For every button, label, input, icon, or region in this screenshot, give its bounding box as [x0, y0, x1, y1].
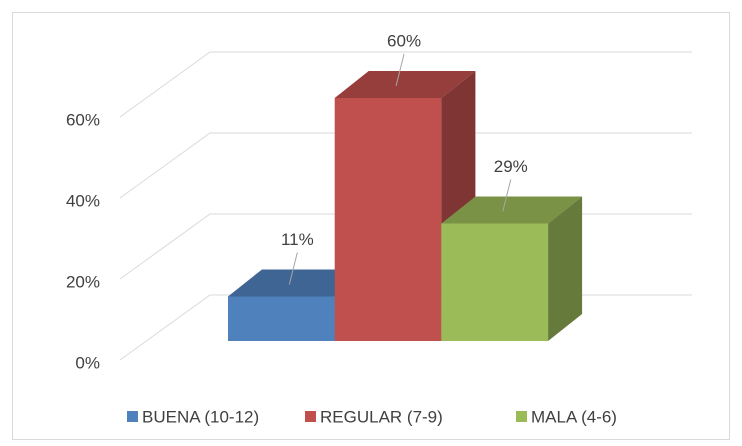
grid-line: [119, 51, 692, 118]
bar: [441, 196, 583, 341]
bar-top: [228, 269, 369, 297]
legend-swatch: [127, 411, 138, 422]
legend-swatch: [516, 411, 527, 422]
data-label: 60%: [387, 31, 421, 50]
leader-line: [288, 252, 298, 285]
legend-label: REGULAR (7-9): [320, 407, 443, 426]
bar-side: [548, 196, 583, 341]
bar-front: [441, 223, 549, 341]
bar-top: [334, 71, 476, 98]
legend-label: BUENA (10-12): [142, 407, 259, 426]
y-tick-label: 0%: [75, 353, 100, 372]
bar-front: [228, 296, 335, 341]
y-tick-label: 20%: [66, 272, 100, 291]
data-label: 11%: [281, 230, 314, 249]
leader-line: [502, 179, 512, 212]
grid-line: [119, 132, 692, 199]
leader-line: [395, 53, 405, 87]
bar-top: [441, 196, 583, 224]
data-label: 29%: [494, 157, 528, 176]
y-tick-label: 60%: [66, 110, 100, 129]
legend-swatch: [305, 411, 316, 422]
legend-label: MALA (4-6): [531, 407, 617, 426]
bar-front: [334, 98, 442, 341]
y-tick-label: 40%: [66, 191, 100, 210]
